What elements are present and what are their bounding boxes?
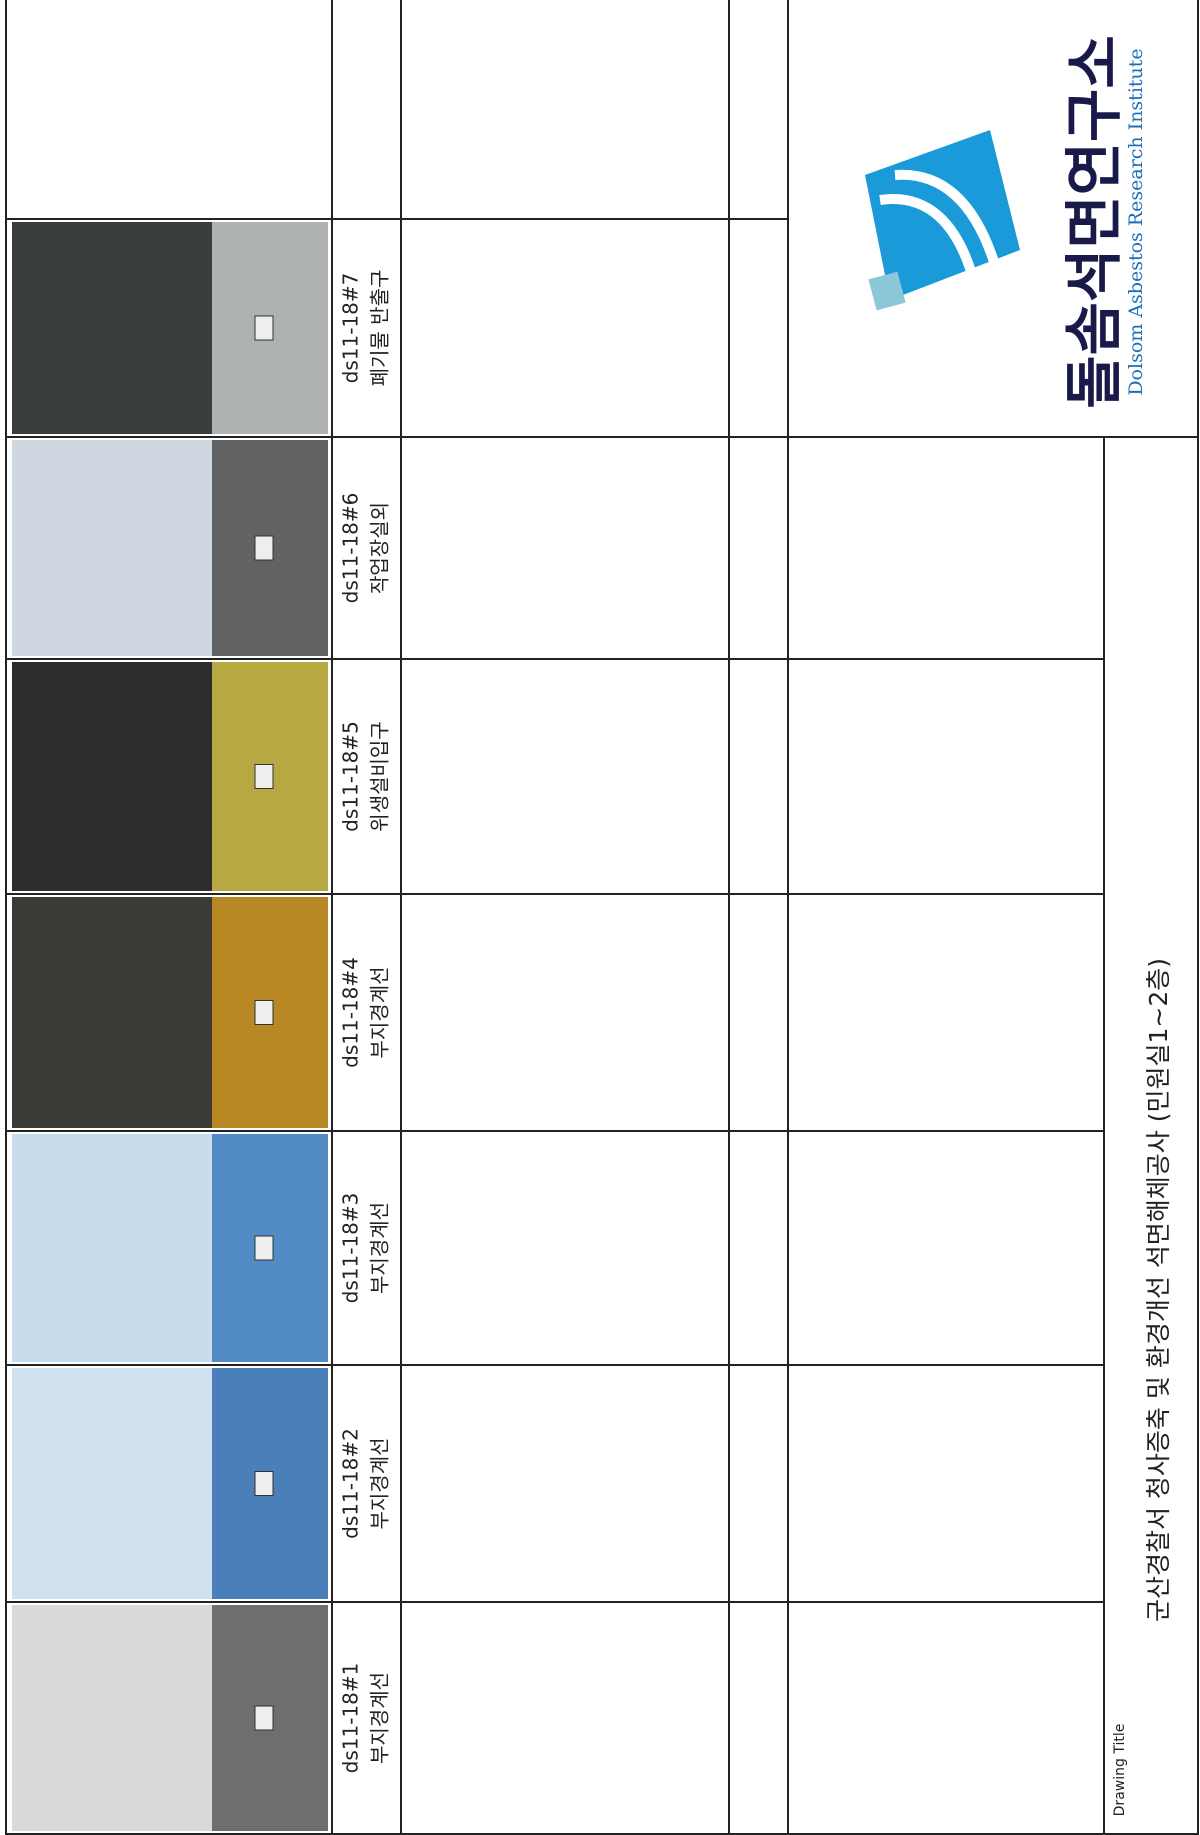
photo-id: ds11-18#4 <box>339 957 363 1068</box>
photo-id: ds11-18#6 <box>339 493 363 604</box>
photo-sampler <box>254 1000 274 1025</box>
photo-id: ds11-18#2 <box>339 1428 363 1539</box>
logo-name: 돌솜석면연구소 <box>1060 35 1128 409</box>
photo-id: ds11-18#3 <box>339 1193 363 1304</box>
logo-square <box>868 271 906 311</box>
photo-description: 부지경계선 <box>368 967 392 1059</box>
grid <box>5 0 1199 1835</box>
photo-sampler <box>254 535 274 561</box>
photo-description: 부지경계선 <box>368 1438 392 1530</box>
logo: 돌솜석면연구소 Dolsom Asbestos Research Institu… <box>865 35 1147 409</box>
photo-sampler <box>254 1235 274 1261</box>
photo-description: 부지경계선 <box>368 1202 392 1294</box>
photo-description: 위생설비입구 <box>368 721 392 831</box>
photo-description: 부지경계선 <box>368 1672 392 1764</box>
drawing-title: 군산경찰서 청사증축 및 환경개선 석면해체공사 (민원실1~2층) <box>1144 958 1173 1622</box>
photo-sampler <box>254 315 274 341</box>
photo-id: ds11-18#5 <box>339 721 363 832</box>
photo-description: 작업장실외 <box>368 502 392 594</box>
photo-sampler <box>254 764 274 789</box>
photo-sampler <box>254 1471 274 1496</box>
drawing-title-label: Drawing Title <box>1112 1724 1128 1817</box>
photo-description: 폐기물 반출구 <box>368 270 392 387</box>
logo-wave <box>879 169 1000 287</box>
photo-id: ds11-18#1 <box>339 1663 363 1774</box>
photo-id: ds11-18#7 <box>339 273 363 384</box>
logo-english: Dolsom Asbestos Research Institute <box>1125 48 1147 395</box>
photo-sampler <box>254 1705 274 1731</box>
